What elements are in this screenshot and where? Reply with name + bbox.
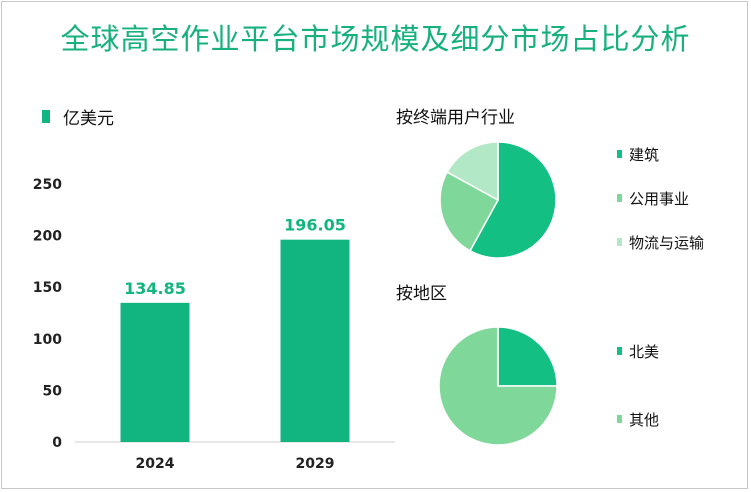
y-tick-label: 250: [33, 177, 62, 193]
industry-pie-legend-swatch: [617, 238, 622, 246]
unit-legend-swatch: [42, 110, 50, 123]
pie-industry-title: 按终端用户行业: [396, 108, 515, 128]
y-tick-label: 150: [33, 280, 62, 296]
industry-pie-slice-0: [469, 141, 557, 259]
y-tick-label: 50: [43, 383, 63, 399]
industry-pie-slice-2: [446, 141, 499, 202]
bar-value-label: 134.85: [124, 279, 186, 298]
industry-pie-legend-swatch: [617, 150, 622, 158]
industry-pie-legend-label: 物流与运输: [629, 234, 704, 252]
region-pie-slice-0: [497, 326, 558, 387]
industry-pie-slice-1: [439, 171, 500, 252]
y-tick-label: 0: [52, 435, 62, 451]
industry-pie-legend-label: 建筑: [629, 146, 659, 164]
chart-title: 全球高空作业平台市场规模及细分市场占比分析: [60, 22, 691, 56]
bar-2024: [120, 302, 190, 442]
y-tick-label: 100: [33, 332, 62, 348]
region-pie-legend-swatch: [617, 415, 622, 423]
region-pie-slice-1: [438, 326, 558, 446]
region-pie-legend-swatch: [617, 347, 622, 355]
region-pie-legend-label: 其他: [629, 411, 659, 429]
unit-legend-label: 亿美元: [63, 109, 114, 129]
x-tick-label: 2024: [136, 456, 175, 472]
bar-value-label: 196.05: [284, 216, 346, 235]
x-tick-label: 2029: [296, 456, 335, 472]
industry-pie-legend-label: 公用事业: [629, 190, 689, 208]
pie-region-title: 按地区: [396, 284, 447, 304]
region-pie-legend-label: 北美: [629, 343, 659, 361]
y-tick-label: 200: [33, 229, 62, 245]
industry-pie-legend-swatch: [617, 194, 622, 202]
bar-2029: [280, 239, 350, 442]
